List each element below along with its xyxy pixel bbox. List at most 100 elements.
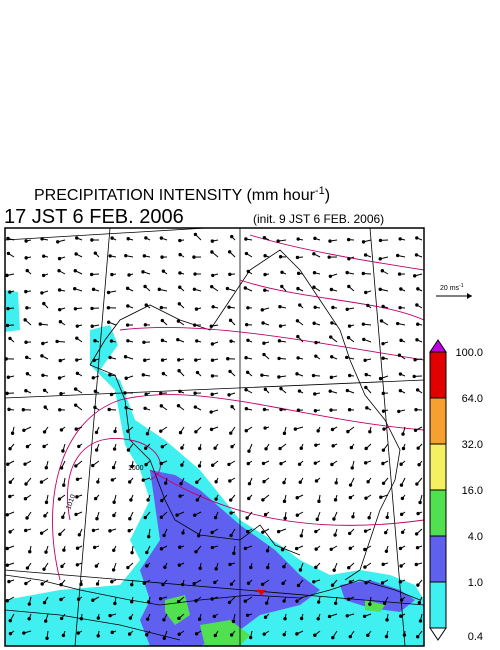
- wind-arrow-head: [262, 632, 266, 636]
- wind-arrow-head: [10, 431, 15, 435]
- wind-arrow-head: [127, 480, 132, 484]
- wind-arrow-head: [316, 600, 321, 604]
- wind-arrow-head: [159, 547, 164, 551]
- wind-arrow-head: [210, 239, 215, 243]
- wind-arrow-head: [228, 479, 232, 483]
- wind-arrow-head: [143, 284, 147, 289]
- wind-arrow-head: [144, 392, 148, 397]
- wind-arrow-head: [93, 389, 98, 393]
- wind-arrow-head: [110, 272, 114, 277]
- wind-arrow-head: [366, 303, 370, 308]
- wind-arrow-head: [196, 533, 201, 538]
- wind-arrow-head: [75, 477, 80, 481]
- wind-arrow-head: [313, 633, 317, 637]
- wind-arrow-head: [260, 373, 264, 377]
- wind-arrow-head: [246, 581, 251, 585]
- wind-arrow-head: [244, 322, 249, 327]
- wind-arrow-head: [348, 483, 353, 487]
- wind-arrow-head: [416, 322, 420, 326]
- wind-arrow-head: [332, 568, 336, 572]
- wind-arrow-head: [313, 392, 317, 396]
- wind-arrow-head: [296, 408, 301, 412]
- wind-arrow-head: [77, 444, 81, 449]
- wind-arrow-head: [112, 447, 117, 451]
- wind-arrow-head: [399, 338, 403, 343]
- wind-arrow-head: [24, 289, 28, 294]
- wind-arrow-head: [402, 633, 407, 637]
- wind-arrow-head: [6, 462, 10, 466]
- wind-arrow-head: [381, 391, 386, 396]
- wind-arrow-head: [42, 444, 46, 449]
- wind-arrow-head: [381, 481, 386, 485]
- wind-arrow-head: [59, 616, 64, 621]
- wind-arrow-head: [176, 337, 180, 342]
- wind-arrow-head: [299, 446, 303, 450]
- colorbar-label: 100.0: [455, 347, 483, 359]
- wind-arrow-head: [265, 549, 270, 553]
- wind-arrow-head: [39, 531, 44, 535]
- isobar-label: 1000: [128, 465, 144, 472]
- wind-arrow-head: [180, 446, 184, 450]
- wind-arrow-head: [313, 409, 318, 413]
- wind-arrow-head: [130, 464, 134, 469]
- wind-arrow-head: [159, 236, 164, 240]
- wind-arrow-head: [416, 583, 420, 587]
- wind-arrow-head: [333, 601, 338, 605]
- wind-arrow-head: [96, 480, 100, 484]
- wind-arrow-head: [127, 632, 132, 636]
- wind-arrow-head: [142, 254, 147, 258]
- wind-arrow-head: [296, 356, 300, 360]
- wind-arrow-head: [75, 546, 80, 550]
- wind-arrow-head: [24, 239, 28, 243]
- wind-arrow-head: [230, 404, 234, 409]
- wind-arrow-head: [363, 529, 368, 533]
- wind-arrow-head: [41, 341, 45, 346]
- wind-arrow-head: [5, 563, 10, 567]
- colorbar-segment: [429, 351, 447, 399]
- wind-arrow-head: [395, 321, 400, 326]
- wind-arrow-head: [181, 531, 185, 535]
- wind-arrow-head: [7, 407, 11, 412]
- wind-arrow-head: [194, 599, 198, 603]
- wind-arrow-head: [378, 287, 382, 291]
- wind-arrow-head: [261, 461, 266, 466]
- wind-arrow-head: [76, 631, 80, 635]
- wind-arrow-head: [295, 599, 299, 603]
- wind-arrow-head: [143, 406, 147, 411]
- valid-time: 17 JST 6 FEB. 2006: [4, 206, 184, 228]
- wind-arrow-head: [59, 466, 64, 470]
- wind-arrow-head: [313, 461, 318, 465]
- wind-arrow-head: [413, 428, 418, 432]
- wind-arrow-head: [365, 406, 369, 410]
- title-main: PRECIPITATION INTENSITY (mm hour: [34, 187, 316, 204]
- wind-arrow-head: [381, 304, 385, 309]
- wind-arrow-head: [229, 533, 233, 538]
- wind-arrow-head: [41, 273, 46, 278]
- wind-arrow-head: [177, 369, 181, 373]
- wind-arrow-head: [108, 373, 112, 377]
- wind-arrow-head: [130, 600, 134, 604]
- wind-arrow-head: [74, 252, 78, 256]
- wind-arrow-head: [160, 255, 164, 259]
- wind-arrow-head: [57, 497, 62, 501]
- wind-arrow-head: [227, 250, 232, 254]
- wind-arrow-head: [42, 600, 47, 605]
- wind-arrow-head: [276, 239, 280, 243]
- wind-arrow-head: [364, 446, 368, 451]
- wind-arrow-head: [263, 387, 268, 391]
- wind-arrow-head: [368, 602, 372, 606]
- wind-arrow-head: [398, 546, 403, 551]
- wind-arrow-head: [347, 597, 351, 601]
- wind-arrow-head: [244, 251, 249, 256]
- wind-arrow-head: [124, 376, 128, 380]
- wind-arrow-head: [40, 237, 44, 241]
- wind-arrow-head: [38, 322, 42, 326]
- wind-arrow-head: [228, 562, 232, 567]
- wind-arrow-head: [5, 273, 9, 278]
- wind-arrow-head: [44, 619, 48, 623]
- wind-arrow-head: [295, 372, 299, 376]
- wind-arrow-head: [328, 239, 332, 243]
- wind-arrow-head: [91, 528, 96, 533]
- wind-arrow-head: [160, 445, 165, 449]
- wind-arrow-head: [210, 530, 214, 535]
